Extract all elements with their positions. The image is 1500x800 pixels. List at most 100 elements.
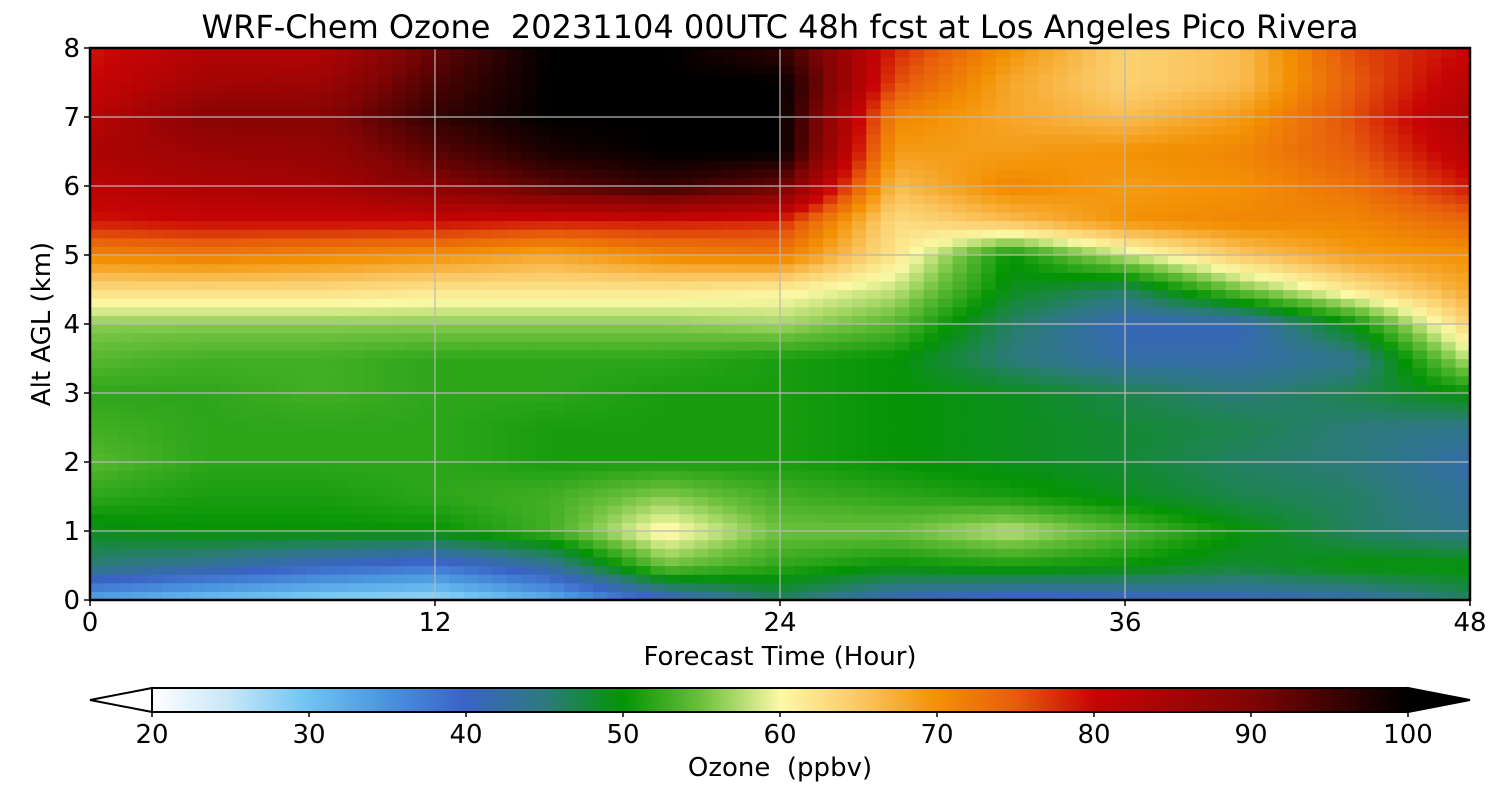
heatmap-cell	[1096, 255, 1112, 265]
heatmap-cell	[348, 470, 364, 480]
heatmap-cell	[578, 384, 594, 394]
heatmap-cell	[1254, 496, 1270, 506]
heatmap-cell	[823, 496, 839, 506]
heatmap-cell	[1225, 177, 1241, 187]
heatmap-cell	[104, 539, 120, 549]
heatmap-cell	[305, 548, 321, 558]
heatmap-cell	[276, 384, 292, 394]
heatmap-cell	[952, 462, 968, 472]
heatmap-cell	[406, 462, 422, 472]
heatmap-cell	[952, 246, 968, 256]
heatmap-cell	[506, 246, 522, 256]
heatmap-cell	[909, 427, 925, 437]
heatmap-cell	[1254, 531, 1270, 541]
heatmap-cell	[90, 142, 105, 153]
heatmap-cell	[650, 151, 666, 161]
heatmap-cell	[1168, 436, 1184, 446]
heatmap-cell	[1110, 358, 1126, 368]
heatmap-cell	[1010, 211, 1025, 222]
heatmap-cell	[104, 393, 120, 403]
heatmap-cell	[966, 298, 982, 308]
heatmap-cell	[363, 513, 379, 523]
heatmap-cell	[1240, 453, 1255, 463]
heatmap-cell	[90, 280, 105, 291]
heatmap-cell	[550, 505, 565, 515]
heatmap-cell	[90, 289, 105, 299]
heatmap-cell	[363, 280, 379, 291]
heatmap-cell	[506, 453, 522, 463]
heatmap-cell	[780, 548, 795, 558]
heatmap-cell	[1412, 168, 1428, 178]
heatmap-cell	[320, 548, 335, 558]
heatmap-cell	[104, 496, 120, 506]
heatmap-cell	[1053, 393, 1069, 403]
heatmap-cell	[650, 194, 666, 204]
heatmap-cell	[1369, 237, 1385, 247]
heatmap-cell	[636, 522, 652, 532]
heatmap-cell	[1196, 349, 1212, 360]
heatmap-cell	[794, 160, 810, 170]
heatmap-cell	[650, 418, 666, 429]
heatmap-cell	[1311, 272, 1327, 282]
heatmap-cell	[578, 410, 594, 420]
heatmap-cell	[1053, 375, 1069, 385]
heatmap-cell	[176, 375, 192, 385]
heatmap-cell	[593, 280, 609, 291]
heatmap-cell	[780, 263, 795, 273]
heatmap-cell	[1168, 582, 1184, 592]
heatmap-cell	[1283, 280, 1299, 291]
heatmap-cell	[851, 211, 867, 222]
heatmap-cell	[276, 565, 292, 575]
heatmap-cell	[506, 401, 522, 411]
heatmap-cell	[866, 479, 882, 489]
heatmap-cell	[420, 479, 436, 489]
heatmap-cell	[506, 539, 522, 549]
heatmap-cell	[1455, 496, 1470, 506]
heatmap-cell	[607, 263, 623, 273]
heatmap-cell	[1211, 393, 1227, 403]
heatmap-cell	[1326, 177, 1342, 187]
heatmap-cell	[320, 263, 335, 273]
heatmap-cell	[1153, 194, 1169, 204]
heatmap-cell	[1168, 272, 1184, 282]
heatmap-cell	[895, 289, 910, 299]
heatmap-cell	[1024, 186, 1040, 196]
heatmap-cell	[506, 496, 522, 506]
heatmap-cell	[305, 272, 321, 282]
heatmap-cell	[808, 229, 824, 239]
heatmap-cell	[205, 444, 220, 454]
heatmap-cell	[550, 479, 565, 489]
heatmap-cell	[219, 220, 235, 230]
heatmap-cell	[995, 306, 1011, 316]
heatmap-cell	[866, 393, 882, 403]
heatmap-cell	[823, 151, 839, 161]
heatmap-cell	[564, 453, 580, 463]
heatmap-cell	[262, 280, 278, 291]
heatmap-cell	[377, 349, 393, 360]
heatmap-cell	[1125, 453, 1140, 463]
heatmap-cell	[923, 272, 939, 282]
heatmap-cell	[851, 470, 867, 480]
heatmap-cell	[550, 444, 565, 454]
heatmap-cell	[650, 522, 666, 532]
heatmap-cell	[363, 427, 379, 437]
heatmap-cell	[880, 401, 896, 411]
heatmap-cell	[1441, 203, 1457, 213]
heatmap-cell	[305, 332, 321, 342]
heatmap-cell	[578, 375, 594, 385]
heatmap-cell	[1067, 358, 1083, 368]
heatmap-cell	[1038, 246, 1054, 256]
heatmap-cell	[578, 246, 594, 256]
heatmap-cell	[722, 298, 738, 308]
heatmap-cell	[506, 349, 522, 360]
heatmap-cell	[320, 427, 335, 437]
heatmap-cell	[909, 496, 925, 506]
heatmap-cell	[550, 324, 565, 334]
heatmap-cell	[1139, 349, 1155, 360]
heatmap-cell	[1196, 315, 1212, 325]
heatmap-cell	[693, 513, 709, 523]
heatmap-cell	[1297, 203, 1313, 213]
heatmap-cell	[693, 556, 709, 567]
heatmap-cell	[693, 505, 709, 515]
heatmap-cell	[104, 462, 120, 472]
